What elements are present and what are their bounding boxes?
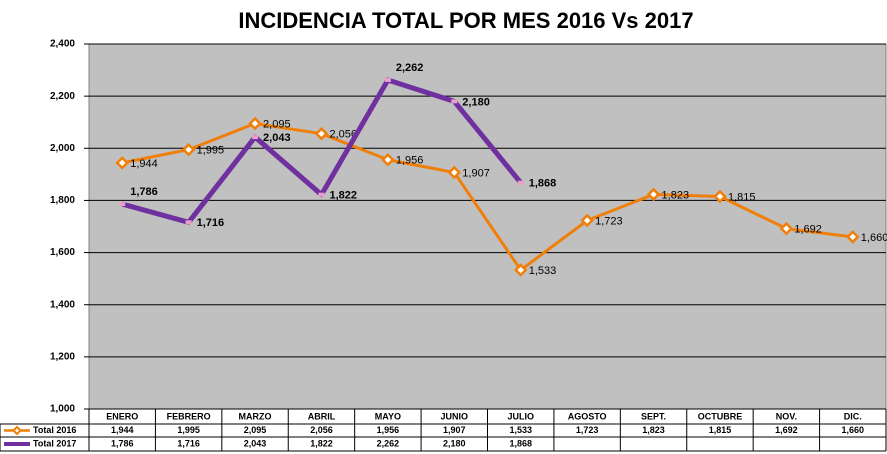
table-cell: 2,095 bbox=[244, 425, 267, 435]
table-cell: 1,995 bbox=[177, 425, 200, 435]
marker bbox=[451, 99, 458, 104]
table-cell: 1,907 bbox=[443, 425, 466, 435]
table-cell: 1,822 bbox=[310, 438, 333, 448]
data-label: 1,716 bbox=[197, 217, 225, 229]
data-label: 2,043 bbox=[263, 132, 291, 144]
table-cell: 2,043 bbox=[244, 438, 267, 448]
marker bbox=[447, 165, 462, 180]
y-tick-label: 2,000 bbox=[50, 143, 75, 154]
data-label: 1,868 bbox=[529, 178, 557, 190]
x-tick-label: AGOSTO bbox=[568, 411, 607, 421]
y-tick-label: 2,200 bbox=[50, 91, 75, 102]
marker bbox=[119, 202, 126, 207]
marker bbox=[384, 77, 391, 82]
marker bbox=[248, 116, 262, 131]
marker bbox=[185, 220, 192, 225]
y-tick-label: 1,000 bbox=[50, 404, 75, 415]
chart-title: INCIDENCIA TOTAL POR MES 2016 Vs 2017 bbox=[238, 8, 693, 33]
marker bbox=[513, 263, 528, 277]
marker bbox=[181, 142, 196, 157]
marker bbox=[314, 126, 329, 141]
x-tick-label: MAYO bbox=[375, 411, 401, 421]
legend-marker bbox=[12, 425, 22, 436]
x-tick-label: FEBRERO bbox=[167, 411, 211, 421]
data-label: 1,823 bbox=[662, 189, 690, 201]
table-cell: 1,815 bbox=[709, 425, 732, 435]
y-tick-label: 1,200 bbox=[50, 351, 75, 362]
data-label: 2,262 bbox=[396, 62, 424, 74]
marker bbox=[713, 189, 727, 204]
data-label: 1,944 bbox=[130, 158, 158, 170]
plot-area bbox=[88, 43, 887, 410]
data-label: 2,180 bbox=[462, 96, 490, 108]
table-cell: 1,723 bbox=[576, 425, 599, 435]
x-tick-label: OCTUBRE bbox=[698, 411, 743, 421]
data-label: 1,815 bbox=[728, 191, 756, 203]
x-tick-label: JULIO bbox=[507, 411, 534, 421]
table-cell: 1,823 bbox=[642, 425, 665, 435]
x-tick-label: JUNIO bbox=[441, 411, 469, 421]
table-cell: 1,716 bbox=[177, 438, 200, 448]
data-label: 1,822 bbox=[329, 190, 357, 202]
series-line bbox=[121, 122, 853, 272]
table-cell: 1,692 bbox=[775, 425, 798, 435]
x-tick-label: ABRIL bbox=[308, 411, 336, 421]
table-cell: 2,056 bbox=[310, 425, 333, 435]
table-cell: 1,786 bbox=[111, 438, 134, 448]
data-label: 2,056 bbox=[329, 129, 357, 141]
data-label: 1,995 bbox=[197, 144, 225, 156]
data-label: 1,723 bbox=[595, 215, 623, 227]
x-tick-label: NOV. bbox=[776, 411, 797, 421]
marker bbox=[252, 135, 259, 140]
data-label: 2,095 bbox=[263, 118, 291, 130]
table-cell: 1,660 bbox=[842, 425, 865, 435]
marker bbox=[115, 156, 129, 170]
marker bbox=[846, 230, 860, 244]
data-label: 1,533 bbox=[529, 265, 557, 277]
legend-label: Total 2017 bbox=[33, 438, 76, 448]
x-tick-label: SEPT. bbox=[641, 411, 666, 421]
data-label: 1,956 bbox=[396, 155, 424, 167]
table-cell: 2,180 bbox=[443, 438, 466, 448]
x-tick-label: DIC. bbox=[844, 411, 862, 421]
y-tick-label: 1,800 bbox=[50, 195, 75, 206]
legend-label: Total 2016 bbox=[33, 425, 76, 435]
x-tick-label: MARZO bbox=[239, 411, 272, 421]
marker bbox=[580, 213, 594, 228]
marker bbox=[779, 221, 794, 236]
table-cell: 1,944 bbox=[111, 425, 134, 435]
data-label: 1,660 bbox=[861, 232, 887, 244]
y-tick-label: 1,600 bbox=[50, 247, 75, 258]
table-cell: 2,262 bbox=[377, 438, 400, 448]
data-label: 1,907 bbox=[462, 167, 490, 179]
marker bbox=[646, 187, 661, 202]
marker bbox=[517, 180, 524, 185]
y-tick-label: 1,400 bbox=[50, 299, 75, 310]
table-cell: 1,533 bbox=[509, 425, 532, 435]
y-tick-label: 2,400 bbox=[50, 39, 75, 50]
marker bbox=[381, 152, 395, 167]
marker bbox=[318, 192, 325, 197]
data-label: 1,786 bbox=[130, 186, 158, 198]
x-tick-label: ENERO bbox=[106, 411, 138, 421]
data-label: 1,692 bbox=[794, 223, 822, 235]
table-cell: 1,956 bbox=[377, 425, 400, 435]
table-cell: 1,868 bbox=[509, 438, 532, 448]
